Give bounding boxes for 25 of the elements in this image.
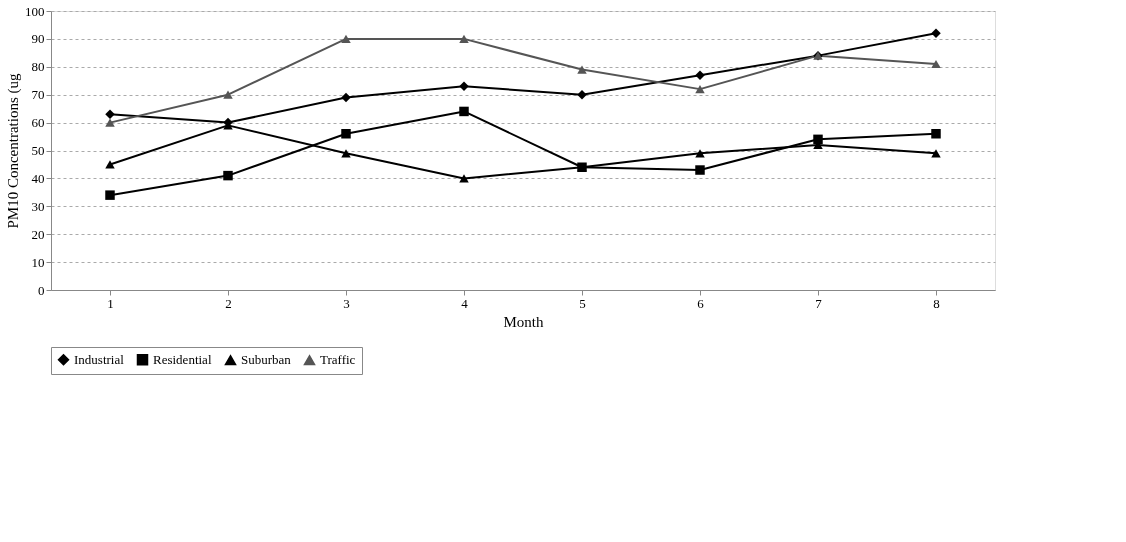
y-tick-label: 60 xyxy=(31,115,45,131)
x-tick-label: 2 xyxy=(225,295,232,311)
y-tick-label: 100 xyxy=(25,3,45,19)
x-tick-label: 3 xyxy=(343,295,350,311)
legend-label: Traffic xyxy=(320,352,356,368)
x-axis-title: Month xyxy=(503,313,544,330)
y-tick-label: 80 xyxy=(31,59,45,75)
legend-label: Residential xyxy=(153,351,212,367)
x-tick-label: 8 xyxy=(933,295,940,311)
y-tick-label: 20 xyxy=(31,226,45,242)
x-tick-label: 6 xyxy=(697,295,705,311)
x-tick-label: 5 xyxy=(579,295,586,311)
x-tick-label: 4 xyxy=(461,295,469,311)
y-tick-label: 10 xyxy=(31,254,45,270)
y-tick-label: 30 xyxy=(31,198,45,214)
x-tick-label: 1 xyxy=(107,295,114,311)
y-tick-label: 70 xyxy=(31,87,45,103)
y-tick-label: 90 xyxy=(31,31,45,47)
y-tick-label: 40 xyxy=(31,170,45,186)
y-tick-label: 0 xyxy=(38,282,45,298)
x-tick-label: 7 xyxy=(815,295,823,311)
y-axis-title: PM10 Concentrations (ug xyxy=(5,73,22,229)
legend-label: Suburban xyxy=(241,352,292,368)
legend-label: Industrial xyxy=(74,351,125,367)
y-tick-label: 50 xyxy=(31,143,45,158)
